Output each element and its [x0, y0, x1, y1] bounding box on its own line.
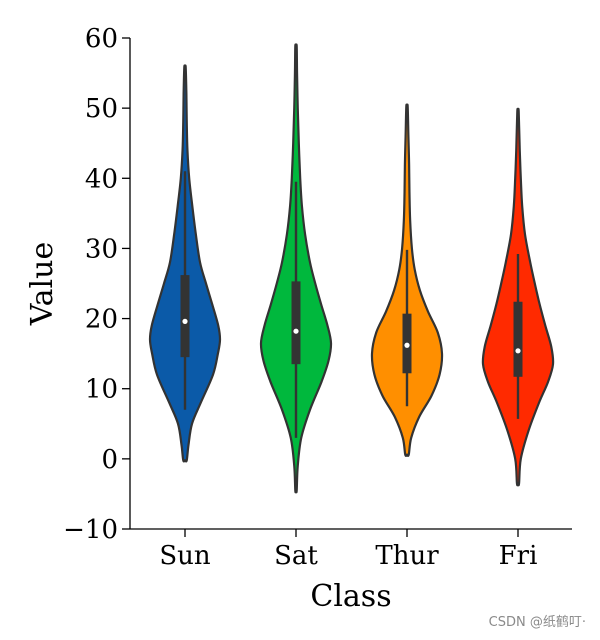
y-tick-label: −10 — [63, 515, 118, 545]
violin-sat — [259, 43, 333, 494]
y-tick-label: 60 — [85, 24, 118, 54]
violin-fri — [481, 107, 555, 487]
violin-median-dot — [293, 328, 299, 334]
violin-median-dot — [515, 348, 521, 354]
y-axis-title: Value — [25, 242, 60, 326]
x-tick-label: Thur — [375, 541, 439, 571]
x-tick-label: Fri — [499, 541, 538, 571]
axes: −10 0 10 20 30 40 50 60 Sun Sat Thur Fri — [63, 24, 572, 571]
x-ticks: Sun Sat Thur Fri — [159, 529, 537, 571]
violin-sun — [148, 64, 222, 463]
x-tick-label: Sun — [159, 541, 211, 571]
y-ticks: −10 0 10 20 30 40 50 60 — [63, 24, 130, 545]
violin-layer — [148, 43, 555, 494]
violin-iqr-box — [291, 281, 301, 365]
y-tick-label: 0 — [101, 445, 118, 475]
violin-iqr-box — [180, 275, 190, 358]
watermark: CSDN @纸鹤叮· — [488, 615, 586, 630]
violin-iqr-box — [513, 301, 523, 377]
y-tick-label: 50 — [85, 94, 118, 124]
y-tick-label: 40 — [85, 164, 118, 194]
violin-median-dot — [182, 318, 188, 324]
x-tick-label: Sat — [274, 541, 318, 571]
y-tick-label: 30 — [85, 234, 118, 264]
violin-thur — [370, 103, 444, 457]
x-axis-title: Class — [310, 579, 391, 614]
y-tick-label: 20 — [85, 305, 118, 335]
y-tick-label: 10 — [85, 375, 118, 405]
violin-median-dot — [404, 342, 410, 348]
